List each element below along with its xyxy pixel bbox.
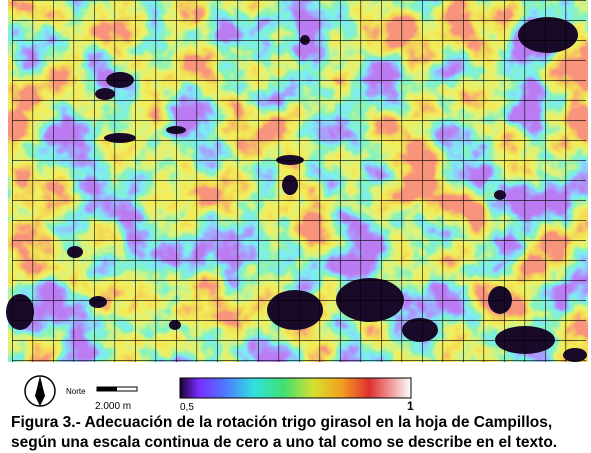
map xyxy=(6,0,588,362)
colorbar: 0,5 1 xyxy=(179,377,414,413)
colorbar-max-label: 1 xyxy=(407,399,414,413)
grid xyxy=(12,0,586,362)
caption-line: Figura 3.- Adecuación de la rotación tri… xyxy=(11,414,552,431)
scale-bar: 2.000 m xyxy=(95,386,138,412)
north-label: Norte xyxy=(66,387,86,396)
scale-label: 2.000 m xyxy=(95,401,131,412)
north-arrow: Norte xyxy=(24,375,86,407)
colorbar-min-label: 0,5 xyxy=(180,402,194,413)
caption-line: según una escala continua de cero a uno … xyxy=(11,434,557,451)
